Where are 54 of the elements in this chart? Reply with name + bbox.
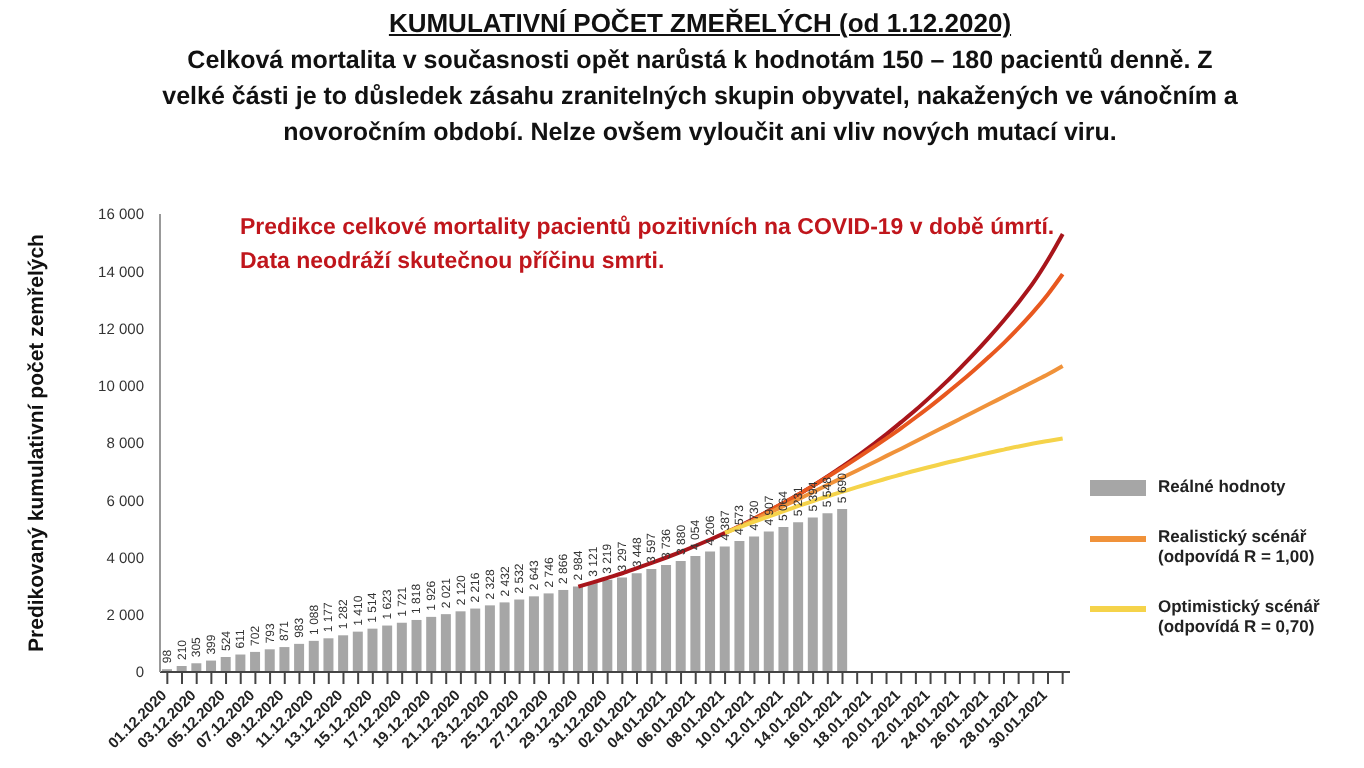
bar xyxy=(763,531,774,672)
bar xyxy=(470,608,481,672)
bar xyxy=(250,651,261,672)
line-series xyxy=(723,436,1065,535)
bar xyxy=(822,513,833,672)
bar xyxy=(367,628,378,672)
bar xyxy=(543,593,554,672)
bar xyxy=(455,611,466,672)
bar xyxy=(719,546,730,672)
bar xyxy=(264,649,275,672)
bar xyxy=(382,625,393,672)
bar xyxy=(411,619,422,672)
line-series xyxy=(752,272,1065,521)
bar xyxy=(807,517,818,672)
bar xyxy=(572,586,583,672)
bar xyxy=(440,614,451,672)
bar xyxy=(661,565,672,672)
legend-label: Optimistický scénář (odpovídá R = 0,70) xyxy=(1158,596,1322,636)
bar xyxy=(734,541,745,672)
bar xyxy=(235,654,246,672)
bar xyxy=(528,596,539,672)
bar xyxy=(675,560,686,672)
chart-subtitle: Celková mortalita v současnosti opět narůstá k hodnotám 150 – 180 pacientů denně. Z velké části je to důsledek zásahu zranitelných skupin obyvatel, nakažených ve vánočním a novoročním období. Nelze ovšem vyloučit ani vliv nových mutací viru. xyxy=(160,44,1240,150)
bar xyxy=(558,589,569,672)
bar xyxy=(220,657,231,672)
bar xyxy=(499,602,510,672)
bar xyxy=(426,616,437,672)
bar xyxy=(587,582,598,672)
y-axis-title: Predikovaný kumulativní počet zemřelých xyxy=(25,234,50,652)
bar xyxy=(837,509,848,672)
bar xyxy=(294,643,305,672)
bar xyxy=(705,551,716,672)
annotation: Predikce celkové mortality pacientů pozitivních na COVID-19 v době úmrtí. Data neodráží skutečnou příčinu smrti. xyxy=(240,213,1057,278)
bar xyxy=(793,522,804,672)
bar xyxy=(749,536,760,672)
bar xyxy=(308,640,319,672)
bar xyxy=(396,622,407,672)
bar xyxy=(352,631,363,672)
bar xyxy=(690,555,701,672)
bar xyxy=(191,663,202,672)
chart-title: KUMULATIVNÍ POČET ZMEŘELÝCH (od 1.12.2020) xyxy=(386,8,1014,38)
line-series xyxy=(723,364,1065,535)
bar xyxy=(323,638,334,672)
bar xyxy=(514,599,525,672)
bar xyxy=(338,635,349,672)
legend-label: Reálné hodnoty xyxy=(1158,476,1288,496)
bar xyxy=(484,605,495,672)
bar xyxy=(631,573,642,672)
bar xyxy=(646,569,657,672)
bar xyxy=(778,527,789,672)
bar xyxy=(617,577,627,672)
bar xyxy=(602,579,613,672)
bar xyxy=(279,647,290,672)
legend-label: Realistický scénář (odpovídá R = 1,00) xyxy=(1158,526,1317,566)
